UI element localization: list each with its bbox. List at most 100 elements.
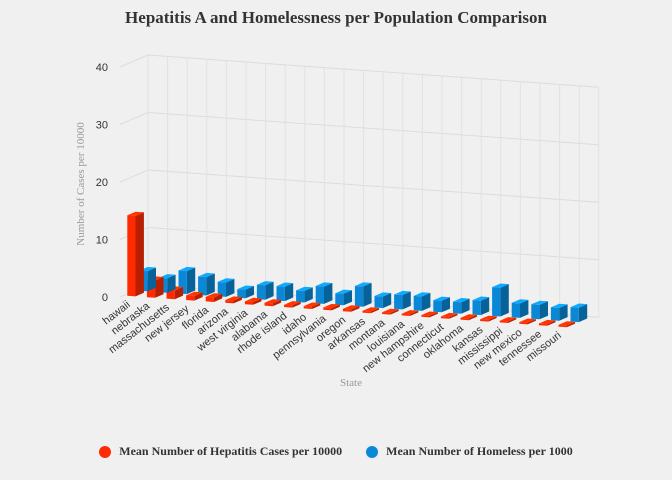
bar-hepatitis-top	[186, 291, 203, 296]
y-tick-label: 20	[96, 177, 108, 189]
bar-hepatitis-top	[362, 307, 380, 312]
bar-hepatitis-top	[538, 319, 556, 325]
bar-hepatitis-top	[205, 293, 223, 298]
gridline	[147, 227, 599, 261]
bar-hepatitis-top	[225, 296, 242, 301]
bar-homeless-top	[511, 299, 529, 304]
gridline-side	[119, 54, 149, 68]
bar-homeless-side	[343, 290, 352, 306]
y-tick-label: 30	[96, 120, 108, 132]
bar-homeless-top	[472, 296, 490, 301]
bar-homeless-side	[480, 297, 490, 316]
legend-marker-hepatitis	[99, 445, 112, 458]
bar-homeless	[296, 290, 305, 303]
bar-hepatitis-side	[547, 320, 556, 326]
bar-hepatitis-top	[440, 312, 458, 318]
bar-hepatitis	[480, 319, 489, 322]
bar-homeless	[472, 300, 481, 316]
bar-hepatitis-side	[194, 292, 203, 301]
bar-hepatitis	[538, 323, 548, 326]
legend-item-homeless[interactable]: Mean Number of Homeless per 1000	[366, 444, 573, 459]
bar-homeless-top	[315, 282, 333, 287]
bar-hepatitis-side	[292, 301, 301, 308]
bar-hepatitis	[264, 302, 273, 307]
bar-hepatitis-top	[480, 315, 497, 320]
bar-hepatitis-top	[127, 211, 144, 216]
bar-homeless-side	[461, 298, 470, 314]
bar-homeless-side	[441, 297, 450, 313]
bar-homeless-side	[147, 267, 156, 292]
bar-hepatitis	[362, 310, 371, 314]
bar-hepatitis	[460, 317, 469, 321]
bar-hepatitis	[205, 296, 214, 302]
bar-hepatitis-side	[468, 314, 478, 321]
bar-hepatitis	[382, 312, 391, 315]
bar-homeless	[374, 296, 383, 309]
bar-homeless-side	[245, 286, 254, 299]
bar-homeless-top	[276, 282, 294, 287]
bar-homeless	[413, 295, 422, 311]
bar-homeless	[276, 286, 285, 302]
bar-hepatitis	[421, 315, 430, 318]
bar-hepatitis-side	[331, 304, 340, 311]
bar-homeless	[394, 294, 403, 310]
bar-hepatitis-side	[527, 319, 536, 325]
bar-hepatitis-top	[244, 297, 262, 302]
bar-homeless-top	[237, 285, 254, 290]
bar-homeless-top	[354, 282, 372, 287]
x-axis-title: State	[340, 377, 362, 389]
bar-homeless-top	[374, 292, 392, 297]
bar-homeless-side	[402, 291, 411, 310]
bar-hepatitis	[401, 313, 410, 316]
bar-homeless	[198, 276, 207, 296]
y-tick-label: 0	[102, 292, 108, 304]
bar-hepatitis-side	[449, 313, 458, 319]
bar-hepatitis-side	[311, 303, 321, 309]
bar-homeless	[550, 307, 560, 321]
bar-hepatitis-top	[382, 308, 399, 313]
bar-hepatitis-side	[507, 317, 517, 323]
bar-hepatitis-side	[213, 293, 223, 302]
bar-hepatitis	[323, 307, 332, 311]
bar-hepatitis-side	[135, 212, 144, 297]
bar-homeless-side	[422, 292, 431, 311]
bar-homeless-side	[363, 282, 372, 307]
bar-hepatitis-top	[460, 314, 478, 319]
bar-hepatitis	[244, 301, 254, 305]
bar-homeless-top	[394, 290, 411, 296]
gridline-side	[119, 112, 149, 125]
bar-hepatitis	[440, 316, 450, 319]
bar-homeless-top	[452, 298, 470, 303]
legend: Mean Number of Hepatitis Cases per 10000…	[0, 444, 672, 459]
bar-hepatitis-top	[421, 311, 438, 316]
bar-homeless-top	[531, 300, 548, 305]
bar-homeless-side	[186, 267, 196, 295]
gridline	[147, 54, 599, 88]
bar-homeless-side	[324, 283, 333, 304]
bar-homeless	[452, 301, 462, 314]
bar-homeless-top	[413, 292, 431, 297]
bar-homeless	[237, 289, 246, 299]
bar-homeless-side	[167, 274, 176, 293]
y-tick-label: 10	[96, 235, 108, 247]
bar-homeless-top	[550, 303, 568, 308]
gridline-side	[119, 169, 149, 183]
bar-homeless-top	[217, 278, 235, 283]
bar-homeless	[256, 284, 266, 300]
bar-hepatitis-side	[409, 310, 419, 316]
bar-homeless-side	[500, 284, 509, 317]
bar-homeless-side	[226, 278, 235, 297]
bar-hepatitis-side	[174, 287, 184, 300]
legend-item-hepatitis[interactable]: Mean Number of Hepatitis Cases per 10000	[99, 444, 342, 459]
bar-homeless-top	[178, 266, 196, 272]
bar-hepatitis-side	[390, 309, 399, 315]
bar-homeless-side	[206, 273, 215, 296]
bar-homeless	[570, 307, 579, 323]
bar-hepatitis-side	[233, 297, 242, 304]
bar-hepatitis	[342, 308, 352, 312]
bar-homeless	[217, 281, 226, 297]
bar-hepatitis-side	[155, 277, 164, 298]
legend-label-homeless: Mean Number of Homeless per 1000	[386, 444, 573, 458]
